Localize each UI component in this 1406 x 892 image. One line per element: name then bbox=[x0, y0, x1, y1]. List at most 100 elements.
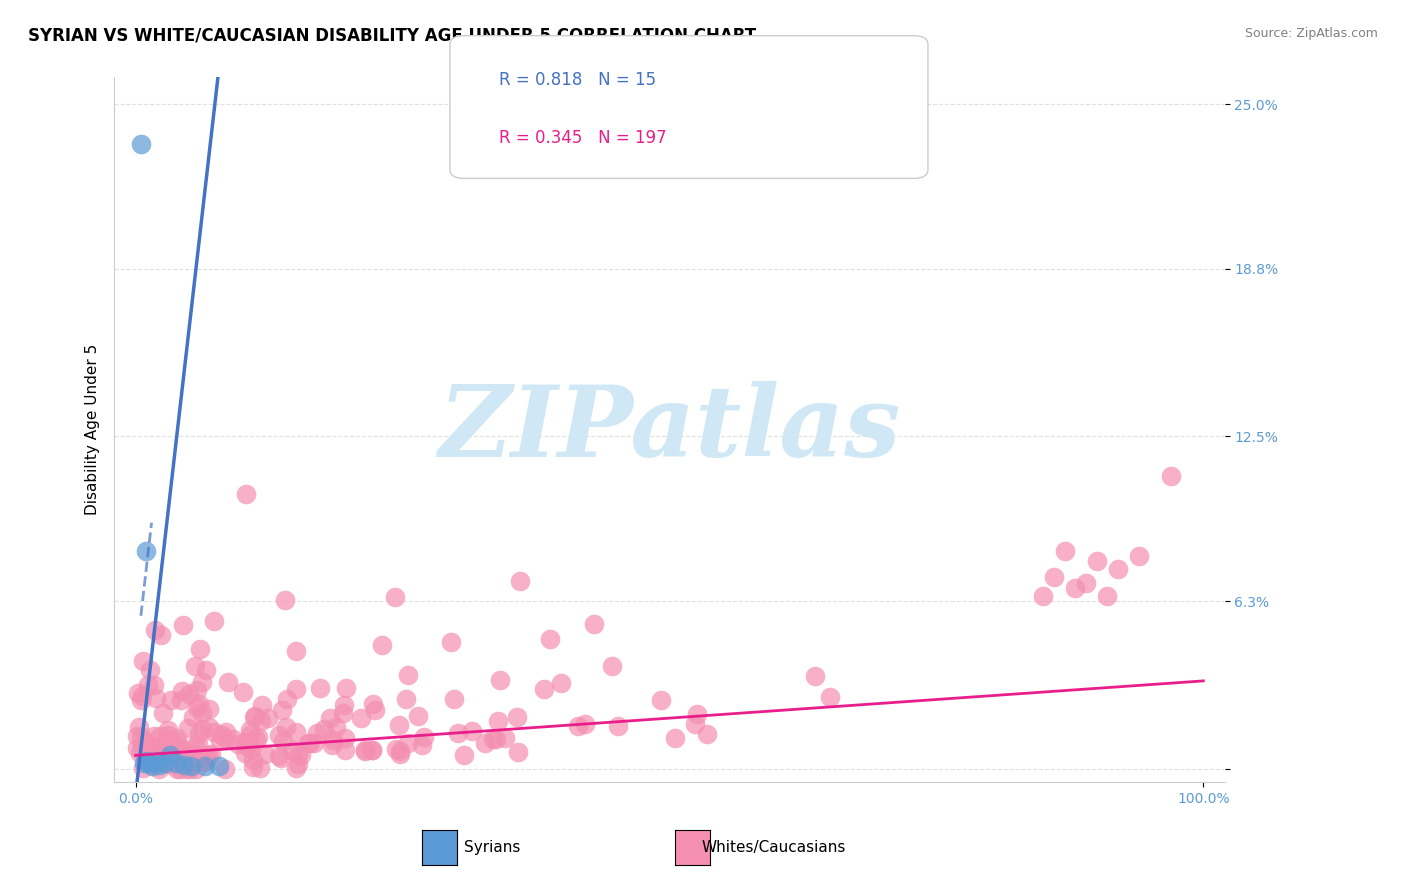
Point bbox=[177, 747, 200, 761]
Point bbox=[138, 756, 160, 771]
Point bbox=[170, 693, 193, 707]
Point bbox=[482, 731, 505, 746]
Point bbox=[125, 729, 148, 743]
Point bbox=[152, 753, 174, 767]
Point bbox=[242, 753, 264, 767]
Point bbox=[165, 739, 187, 754]
Point bbox=[333, 743, 356, 757]
Point bbox=[155, 738, 177, 752]
Point bbox=[1095, 589, 1118, 603]
Point bbox=[191, 674, 214, 689]
Point bbox=[319, 711, 342, 725]
Point bbox=[243, 709, 266, 723]
Point bbox=[271, 734, 294, 748]
Point bbox=[1160, 469, 1182, 483]
Point bbox=[508, 745, 530, 759]
Point bbox=[247, 731, 270, 745]
Point bbox=[132, 756, 155, 771]
Point bbox=[309, 681, 332, 695]
Point bbox=[193, 755, 215, 769]
Point bbox=[197, 748, 219, 763]
Point bbox=[804, 669, 827, 683]
Point bbox=[388, 744, 411, 758]
Point bbox=[166, 762, 188, 776]
Point bbox=[281, 742, 304, 756]
Point bbox=[683, 716, 706, 731]
Point bbox=[494, 731, 516, 746]
Text: Syrians: Syrians bbox=[464, 840, 520, 855]
Point bbox=[141, 759, 163, 773]
Point bbox=[252, 698, 274, 712]
Point bbox=[208, 759, 231, 773]
Point bbox=[180, 759, 202, 773]
Point bbox=[149, 744, 172, 758]
Point bbox=[214, 762, 236, 776]
Point bbox=[489, 673, 512, 687]
Point bbox=[267, 749, 290, 764]
Point bbox=[160, 733, 183, 747]
Point bbox=[333, 698, 356, 712]
Point bbox=[157, 757, 180, 772]
Point bbox=[136, 752, 159, 766]
Point bbox=[1043, 570, 1066, 584]
Point bbox=[443, 691, 465, 706]
Point bbox=[145, 691, 167, 706]
Point bbox=[191, 706, 214, 720]
Point bbox=[135, 543, 157, 558]
Point bbox=[240, 742, 263, 756]
Text: SYRIAN VS WHITE/CAUCASIAN DISABILITY AGE UNDER 5 CORRELATION CHART: SYRIAN VS WHITE/CAUCASIAN DISABILITY AGE… bbox=[28, 27, 756, 45]
Point bbox=[325, 720, 347, 734]
Point bbox=[143, 623, 166, 637]
Point bbox=[353, 742, 375, 756]
Point bbox=[148, 762, 170, 776]
Point bbox=[321, 738, 343, 752]
Point bbox=[574, 717, 596, 731]
Point bbox=[1128, 549, 1150, 563]
Point bbox=[411, 738, 433, 752]
Point bbox=[155, 755, 177, 769]
Point bbox=[506, 710, 529, 724]
Point bbox=[606, 719, 628, 733]
Point bbox=[129, 136, 152, 151]
Point bbox=[249, 761, 271, 775]
Point bbox=[388, 717, 411, 731]
Point bbox=[132, 736, 155, 750]
Point bbox=[1064, 581, 1087, 595]
Point bbox=[194, 759, 217, 773]
Point bbox=[287, 757, 309, 772]
Point bbox=[297, 736, 319, 750]
Point bbox=[184, 739, 207, 753]
Point bbox=[322, 733, 344, 747]
Point bbox=[453, 747, 475, 762]
Point bbox=[361, 697, 384, 711]
Point bbox=[198, 701, 221, 715]
Point bbox=[305, 726, 328, 740]
Point bbox=[276, 720, 298, 734]
Point bbox=[406, 708, 429, 723]
Point bbox=[485, 731, 508, 746]
Point bbox=[226, 738, 249, 752]
Point bbox=[177, 721, 200, 735]
Point bbox=[169, 762, 191, 776]
Point bbox=[172, 617, 194, 632]
Point bbox=[141, 757, 163, 772]
Point bbox=[152, 750, 174, 764]
Point bbox=[474, 736, 496, 750]
Point bbox=[149, 729, 172, 743]
Text: R = 0.345   N = 197: R = 0.345 N = 197 bbox=[499, 129, 666, 147]
Point bbox=[274, 593, 297, 607]
Text: Source: ZipAtlas.com: Source: ZipAtlas.com bbox=[1244, 27, 1378, 40]
Point bbox=[159, 747, 181, 761]
Point bbox=[134, 748, 156, 763]
Point bbox=[146, 754, 169, 768]
Point bbox=[538, 632, 561, 647]
Point bbox=[157, 723, 180, 738]
Y-axis label: Disability Age Under 5: Disability Age Under 5 bbox=[86, 344, 100, 516]
Point bbox=[250, 714, 273, 728]
Point bbox=[533, 682, 555, 697]
Point bbox=[1032, 589, 1054, 603]
Point bbox=[167, 755, 190, 769]
Point bbox=[371, 638, 394, 652]
Point bbox=[139, 750, 162, 764]
Point bbox=[136, 678, 159, 692]
